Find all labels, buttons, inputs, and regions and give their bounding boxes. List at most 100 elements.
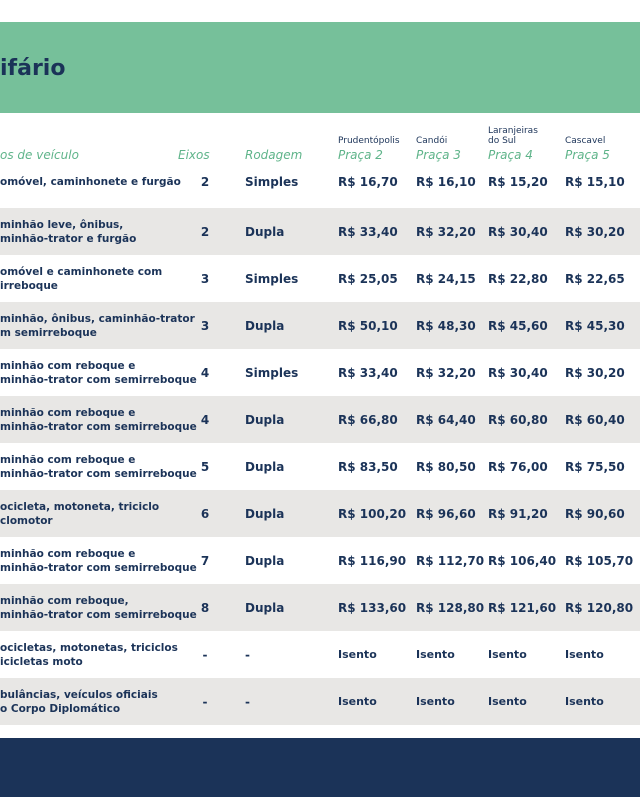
row-bg [0, 678, 640, 725]
city: Prudentópolis [338, 136, 400, 146]
city: Cascavel [565, 136, 606, 146]
cell: R$ 48,30 [416, 318, 476, 333]
cell: 5 [200, 459, 210, 474]
cell: R$ 80,50 [416, 459, 476, 474]
city: Laranjeiras do Sul [488, 126, 538, 146]
cell: 8 [200, 600, 210, 615]
row-bg [0, 208, 640, 255]
col-header: Rodagem [245, 148, 303, 162]
vehicle: omóvel e caminhonete com irreboque [0, 265, 163, 292]
cell: Dupla [245, 600, 285, 615]
cell: 2 [200, 175, 210, 189]
cell: Simples [245, 175, 299, 189]
cell: R$ 90,60 [565, 506, 625, 521]
cell: Dupla [245, 553, 285, 568]
cell: Dupla [245, 224, 285, 239]
vehicle: ocicleta, motoneta, triciclo clomotor [0, 500, 160, 527]
cell: R$ 60,40 [565, 412, 625, 427]
plaza-label: Praça 2 [338, 148, 383, 162]
cell: R$ 50,10 [338, 318, 398, 333]
cell: R$ 105,70 [565, 553, 634, 568]
vehicle: minhão leve, ônibus, minhão-trator e fur… [0, 218, 137, 245]
cell: R$ 45,60 [488, 318, 548, 333]
vehicle: omóvel, caminhonete e furgão [0, 176, 181, 188]
title: ifário [0, 56, 66, 81]
col-header: os de veículo [0, 148, 79, 162]
cell: Isento [565, 694, 604, 708]
vehicle: minhão com reboque, minhão-trator com se… [0, 594, 197, 621]
cell: R$ 15,10 [565, 175, 625, 189]
cell: Dupla [245, 412, 285, 427]
cell: Simples [245, 271, 299, 286]
cell: R$ 25,05 [338, 271, 398, 286]
cell: 7 [200, 553, 210, 568]
cell: 3 [200, 271, 210, 286]
cell: Isento [488, 694, 527, 708]
cell: Isento [338, 647, 377, 661]
cell: - [202, 647, 208, 662]
plaza-label: Praça 4 [488, 148, 533, 162]
plaza-label: Praça 3 [416, 148, 461, 162]
cell: R$ 83,50 [338, 459, 398, 474]
cell: R$ 32,20 [416, 224, 476, 239]
cell: R$ 33,40 [338, 224, 398, 239]
cell: 3 [200, 318, 210, 333]
cell: R$ 100,20 [338, 506, 407, 521]
cell: R$ 106,40 [488, 553, 557, 568]
cell: Isento [338, 694, 377, 708]
cell: R$ 45,30 [565, 318, 625, 333]
cell: R$ 66,80 [338, 412, 398, 427]
cell: Dupla [245, 506, 285, 521]
cell: R$ 120,80 [565, 600, 634, 615]
cell: R$ 76,00 [488, 459, 548, 474]
cell: R$ 116,90 [338, 553, 407, 568]
vehicle: minhão, ônibus, caminhão-trator m semirr… [0, 312, 195, 339]
cell: R$ 30,40 [488, 365, 548, 380]
cell: R$ 30,40 [488, 224, 548, 239]
cell: - [202, 694, 208, 709]
cell: 6 [200, 506, 210, 521]
cell: R$ 64,40 [416, 412, 476, 427]
cell: R$ 133,60 [338, 600, 407, 615]
cell: Isento [416, 647, 455, 661]
vehicle: bulâncias, veículos oficiais o Corpo Dip… [0, 688, 158, 715]
cell: R$ 96,60 [416, 506, 476, 521]
vehicle: minhão com reboque e minhão-trator com s… [0, 406, 197, 433]
cell: R$ 30,20 [565, 224, 625, 239]
cell: R$ 75,50 [565, 459, 625, 474]
cell: Isento [488, 647, 527, 661]
cell: R$ 32,20 [416, 365, 476, 380]
cell: R$ 33,40 [338, 365, 398, 380]
cell: 4 [200, 365, 210, 380]
cell: R$ 22,65 [565, 271, 625, 286]
vehicle: minhão com reboque e minhão-trator com s… [0, 547, 197, 574]
cell: R$ 91,20 [488, 506, 548, 521]
cell: R$ 121,60 [488, 600, 557, 615]
row-bg [0, 396, 640, 443]
cell: Isento [565, 647, 604, 661]
cell: R$ 22,80 [488, 271, 548, 286]
cell: R$ 24,15 [416, 271, 476, 286]
cell: R$ 16,10 [416, 175, 476, 189]
col-header: Eixos [178, 148, 210, 162]
header-band [0, 22, 640, 113]
cell: Dupla [245, 459, 285, 474]
vehicle: minhão com reboque e minhão-trator com s… [0, 359, 197, 386]
row-bg [0, 490, 640, 537]
row-bg [0, 302, 640, 349]
cell: R$ 112,70 [416, 553, 485, 568]
cell: Isento [416, 694, 455, 708]
cell: Simples [245, 365, 299, 380]
footer-band [0, 738, 640, 797]
vehicle: ocicletas, motonetas, triciclos icicleta… [0, 641, 178, 668]
cell: R$ 128,80 [416, 600, 485, 615]
cell: R$ 15,20 [488, 175, 548, 189]
cell: - [245, 647, 250, 662]
vehicle: minhão com reboque e minhão-trator com s… [0, 453, 197, 480]
cell: R$ 16,70 [338, 175, 398, 189]
plaza-label: Praça 5 [565, 148, 610, 162]
cell: 4 [200, 412, 210, 427]
cell: R$ 60,80 [488, 412, 548, 427]
city: Candói [416, 136, 448, 146]
